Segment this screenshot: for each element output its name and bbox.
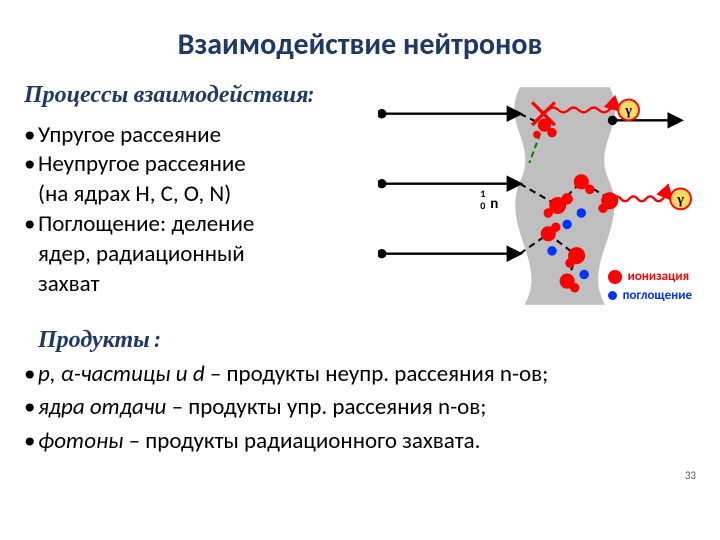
page-number: 33	[685, 469, 696, 482]
processes-item: Неупругое рассеяние(на ядрах H, C, O, N)	[24, 150, 368, 210]
slide: Взаимодействие нейтронов Процессы взаимо…	[0, 0, 720, 540]
processes-item: Поглощение: делениеядер, радиационныйзах…	[24, 210, 368, 300]
svg-text:γ: γ	[625, 103, 633, 119]
products-heading: Продукты :	[24, 325, 696, 354]
legend-label-ionization: ионизация	[628, 269, 690, 284]
text-column: Процессы взаимодействия: Упругое рассеян…	[24, 81, 368, 300]
products-item: фотоны – продукты радиационного захвата.	[24, 425, 696, 458]
neutron-label: 1 0 n	[482, 195, 498, 213]
processes-list: Упругое рассеяниеНеупругое рассеяние(на …	[24, 121, 368, 300]
slide-title: Взаимодействие нейтронов	[24, 26, 696, 63]
legend-label-absorption: поглощение	[623, 288, 692, 303]
processes-heading: Процессы взаимодействия:	[24, 81, 368, 109]
interaction-diagram: γ γ 1 0 n ионизация поглощение	[378, 81, 696, 311]
diagram-legend: ионизация поглощение	[608, 269, 692, 307]
svg-text:γ: γ	[677, 192, 685, 208]
legend-dot-ionization	[608, 270, 622, 284]
products-list: p, α-частицы и d – продукты неупр. рассе…	[24, 358, 696, 458]
products-item: p, α-частицы и d – продукты неупр. рассе…	[24, 358, 696, 391]
legend-dot-absorption	[608, 291, 617, 300]
bottom-section: Продукты : p, α-частицы и d – продукты н…	[24, 325, 696, 458]
processes-item: Упругое рассеяние	[24, 121, 368, 151]
products-item: ядра отдачи – продукты упр. рассеяния n-…	[24, 391, 696, 424]
top-row: Процессы взаимодействия: Упругое рассеян…	[24, 81, 696, 311]
